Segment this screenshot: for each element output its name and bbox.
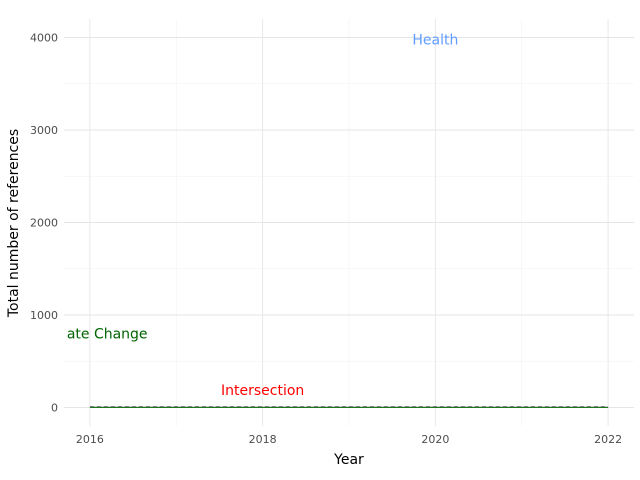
x-axis-title: Year	[333, 452, 364, 468]
y-tick-labels: 0 1000 2000 3000 4000	[30, 32, 58, 415]
annotation-ate-change: ate Change	[67, 327, 148, 343]
y-tick-label: 3000	[30, 124, 58, 137]
x-tick-label: 2020	[421, 433, 449, 446]
x-tick-labels: 2016 2018 2020 2022	[76, 433, 622, 446]
x-tick-label: 2018	[249, 433, 277, 446]
x-tick-label: 2022	[594, 433, 622, 446]
y-tick-label: 0	[51, 402, 58, 415]
annotations: Health ate Change Intersection	[67, 32, 459, 399]
major-gridlines	[64, 19, 634, 426]
y-axis-title: Total number of references	[6, 129, 22, 318]
annotation-health: Health	[412, 32, 458, 48]
annotation-intersection: Intersection	[221, 383, 304, 399]
x-tick-label: 2016	[76, 433, 104, 446]
y-tick-label: 1000	[30, 309, 58, 322]
y-tick-label: 2000	[30, 217, 58, 230]
minor-gridlines	[64, 19, 634, 426]
y-tick-label: 4000	[30, 32, 58, 45]
series-layer	[89, 406, 609, 408]
